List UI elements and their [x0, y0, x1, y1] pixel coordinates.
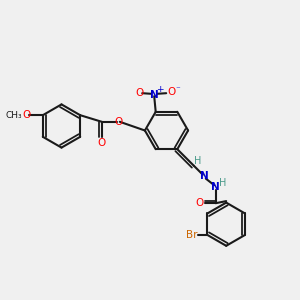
Text: O: O [22, 110, 30, 120]
Text: +: + [157, 85, 164, 94]
Text: N: N [200, 171, 209, 181]
Text: ⁻: ⁻ [175, 85, 180, 94]
Text: Br: Br [186, 230, 198, 240]
Text: O: O [98, 138, 106, 148]
Text: O: O [135, 88, 143, 98]
Text: O: O [167, 87, 176, 97]
Text: H: H [194, 156, 201, 166]
Text: H: H [219, 178, 226, 188]
Text: O: O [195, 198, 204, 208]
Text: N: N [150, 90, 159, 100]
Text: O: O [114, 117, 122, 127]
Text: N: N [211, 182, 220, 192]
Text: CH₃: CH₃ [5, 111, 22, 120]
